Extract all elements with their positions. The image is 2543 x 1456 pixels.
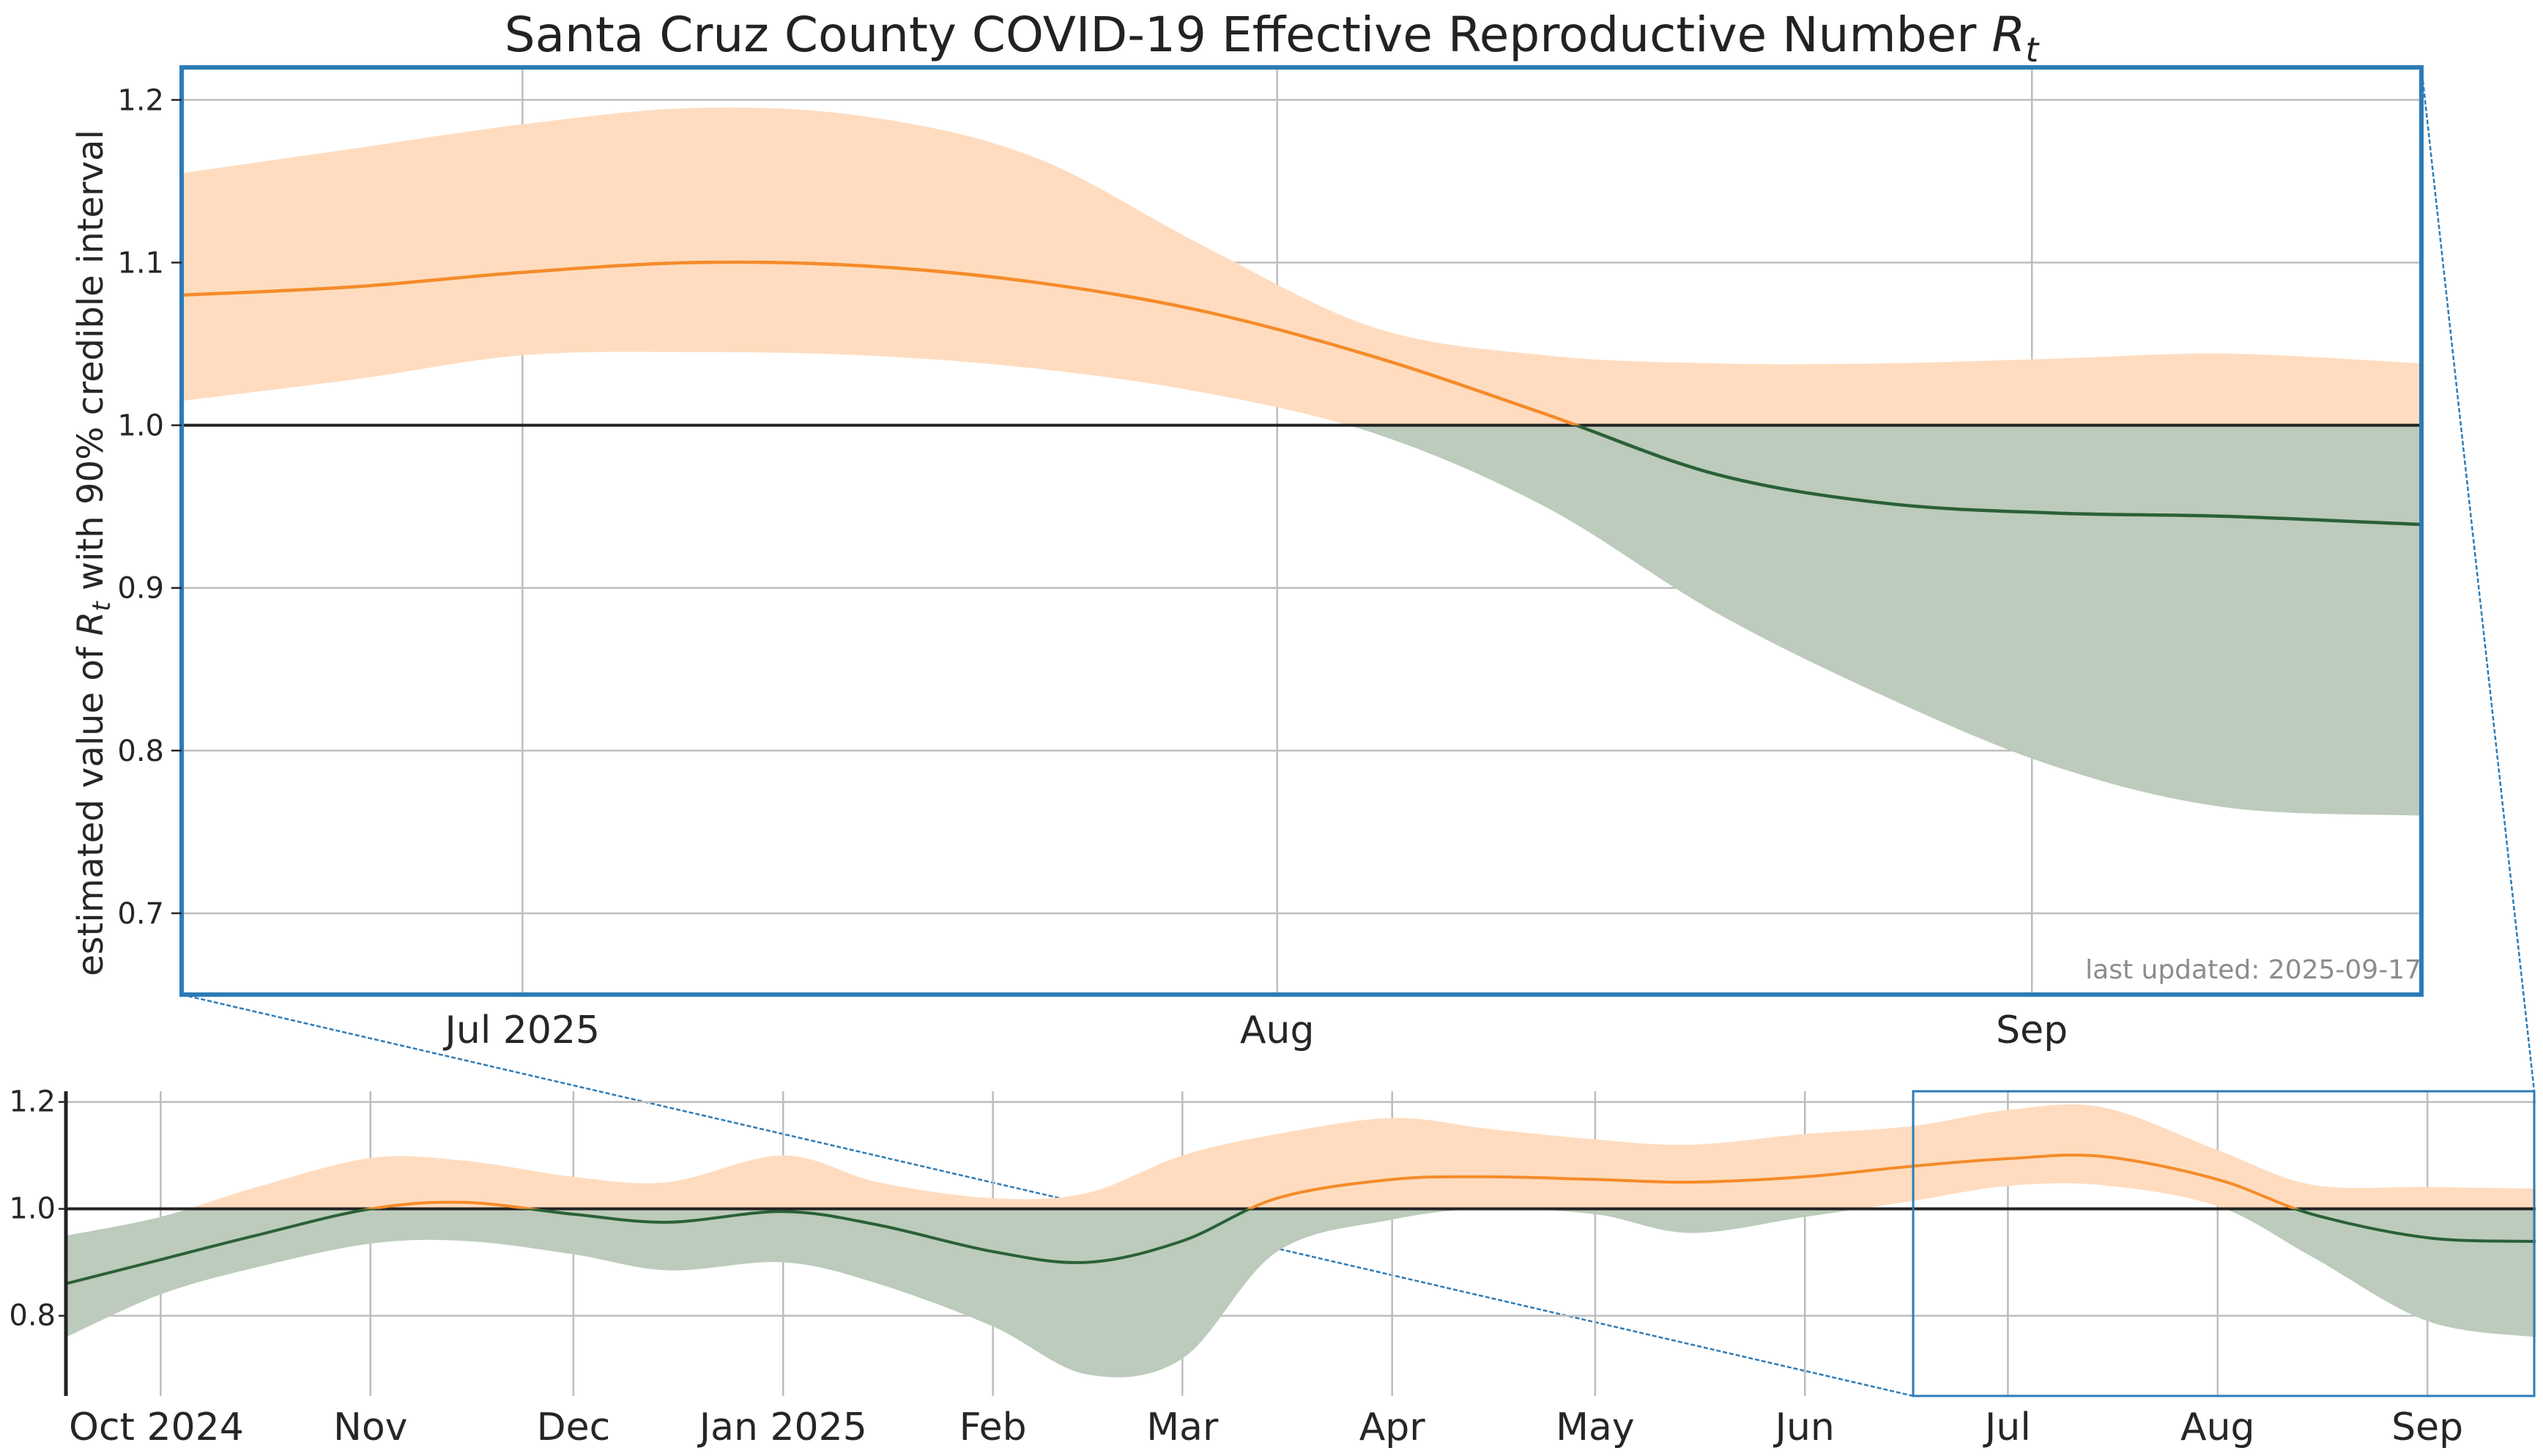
main-x-tick-label: Sep (1996, 1009, 2068, 1052)
overview-x-tick-label: Aug (2180, 1405, 2255, 1449)
main-plot-frame (179, 65, 2424, 997)
overview-y-tick-label: 0.8 (9, 1299, 56, 1333)
main-x-tick-label: Jul 2025 (443, 1009, 601, 1052)
overview-y-tick-label: 1.2 (9, 1085, 56, 1119)
main-y-tick-label: 0.7 (117, 897, 164, 931)
main-y-ticks: 0.7 0.8 0.9 1.0 1.1 1.2 (117, 83, 182, 931)
overview-x-tick-label: Jun (1773, 1405, 1835, 1449)
overview-x-tick-label: Jan 2025 (697, 1405, 867, 1449)
main-x-tick-label: Aug (1240, 1009, 1315, 1052)
zoom-connector-right (2420, 67, 2536, 1092)
overview-x-tick-label: Sep (2391, 1405, 2463, 1449)
y-axis-label-prefix: estimated value of (70, 636, 111, 976)
y-axis-label: estimated value of Rt with 90% credible … (70, 130, 116, 976)
y-axis-label-suffix: with 90% credible interval (70, 130, 111, 601)
overview-y-ticks: 0.8 1.0 1.2 (9, 1085, 66, 1333)
y-axis-label-symbol: R (70, 612, 111, 636)
chart-title-symbol: R (1991, 7, 2025, 63)
main-y-tick-label: 1.1 (117, 247, 164, 281)
overview-x-tick-label: Jul (1983, 1405, 2031, 1449)
overview-x-tick-label: May (1556, 1405, 1635, 1449)
main-y-tick-label: 0.8 (117, 735, 164, 768)
last-updated-note: last updated: 2025-09-17 (2085, 955, 2421, 985)
chart-title-text: Santa Cruz County COVID-19 Effective Rep… (505, 7, 1992, 63)
overview-zoom-window (1912, 1090, 2536, 1397)
main-median-below (1572, 425, 2421, 527)
overview-x-tick-label: Feb (959, 1405, 1027, 1449)
main-median-above (182, 260, 1581, 426)
main-y-tick-label: 0.9 (117, 572, 164, 606)
overview-x-tick-label: Apr (1359, 1405, 1426, 1449)
overview-x-tick-label: Mar (1146, 1405, 1219, 1449)
main-credible-interval-band (182, 107, 2421, 816)
main-y-tick-label: 1.0 (117, 409, 164, 443)
overview-x-tick-label: Nov (333, 1405, 408, 1449)
overview-credible-interval-band (66, 1104, 2536, 1378)
ov-median-above (361, 1154, 2301, 1209)
overview-median-line (66, 1154, 2536, 1285)
ov-band-below (66, 1208, 2536, 1378)
main-band-above (182, 107, 2421, 426)
main-band-below (1348, 425, 2421, 816)
main-median-line (182, 260, 2421, 527)
overview-x-tick-label: Oct 2024 (69, 1405, 244, 1449)
main-x-ticks: Jul 2025 Aug Sep (443, 1009, 2068, 1052)
main-y-tick-label: 1.2 (117, 83, 164, 117)
overview-x-tick-label: Dec (537, 1405, 611, 1449)
y-axis-label-subscript: t (87, 601, 116, 612)
zoom-connector-lines (181, 67, 2536, 1397)
overview-y-tick-label: 1.0 (9, 1192, 56, 1226)
chart-title-subscript: t (2025, 30, 2040, 70)
overview-x-ticks: Oct 2024 Nov Dec Jan 2025 Feb Mar Apr May Jun Jul… (69, 1405, 2463, 1449)
ov-band-above (188, 1104, 2536, 1209)
chart-title: Santa Cruz County COVID-19 Effective Rep… (505, 7, 2041, 70)
